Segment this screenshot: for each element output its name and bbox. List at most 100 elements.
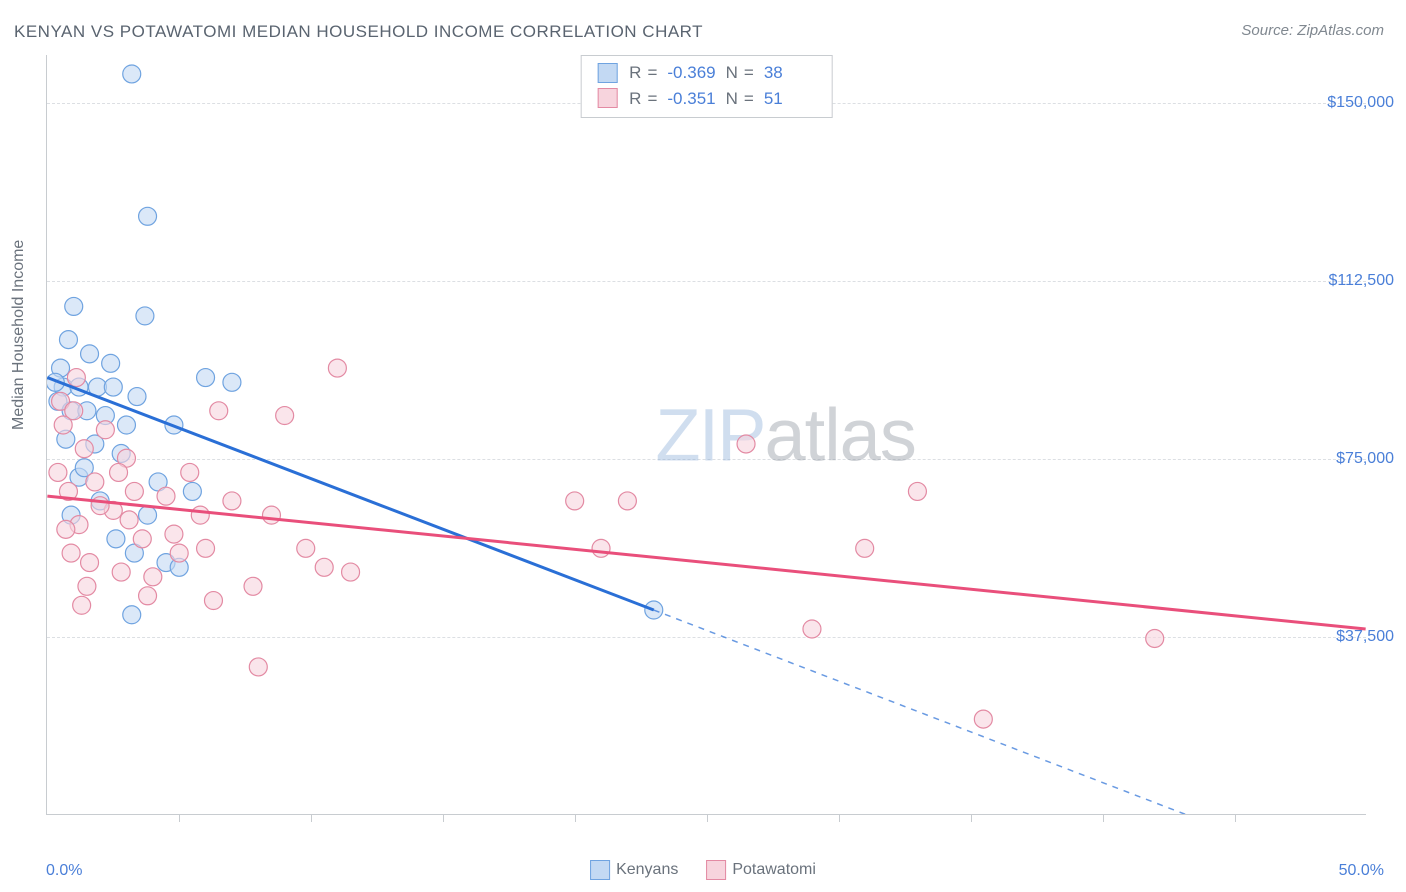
scatter-point-blue — [59, 331, 77, 349]
x-tick — [179, 814, 180, 822]
scatter-point-blue — [128, 388, 146, 406]
scatter-point-pink — [191, 506, 209, 524]
stat-eq: = — [744, 60, 754, 86]
legend-stats-row-potawatomi: R = -0.351 N = 51 — [597, 86, 816, 112]
legend-stats-box: R = -0.369 N = 38 R = -0.351 N = 51 — [580, 55, 833, 118]
scatter-point-pink — [737, 435, 755, 453]
scatter-point-pink — [297, 539, 315, 557]
stat-n-kenyans: 38 — [760, 60, 816, 86]
scatter-point-pink — [112, 563, 130, 581]
stat-label-r: R — [629, 86, 641, 112]
scatter-point-pink — [96, 421, 114, 439]
scatter-point-pink — [110, 463, 128, 481]
scatter-point-pink — [276, 407, 294, 425]
swatch-blue — [597, 63, 617, 83]
scatter-point-pink — [165, 525, 183, 543]
scatter-point-pink — [592, 539, 610, 557]
stat-eq: = — [647, 86, 657, 112]
scatter-point-pink — [54, 416, 72, 434]
scatter-point-blue — [65, 297, 83, 315]
scatter-point-pink — [157, 487, 175, 505]
swatch-blue — [590, 860, 610, 880]
scatter-point-pink — [803, 620, 821, 638]
scatter-point-blue — [117, 416, 135, 434]
scatter-point-pink — [78, 577, 96, 595]
stat-r-potawatomi: -0.351 — [663, 86, 719, 112]
scatter-point-pink — [57, 520, 75, 538]
stat-label-r: R — [629, 60, 641, 86]
x-tick — [971, 814, 972, 822]
legend-stats-row-kenyans: R = -0.369 N = 38 — [597, 60, 816, 86]
scatter-point-blue — [197, 369, 215, 387]
scatter-point-blue — [139, 506, 157, 524]
scatter-point-pink — [67, 369, 85, 387]
scatter-point-pink — [197, 539, 215, 557]
scatter-point-blue — [123, 606, 141, 624]
x-tick — [443, 814, 444, 822]
x-tick — [839, 814, 840, 822]
scatter-point-pink — [249, 658, 267, 676]
source-attribution: Source: ZipAtlas.com — [1241, 22, 1384, 39]
scatter-point-pink — [1146, 629, 1164, 647]
scatter-point-pink — [125, 482, 143, 500]
scatter-point-pink — [81, 554, 99, 572]
scatter-point-pink — [86, 473, 104, 491]
y-axis-label: Median Household Income — [10, 240, 28, 430]
scatter-point-pink — [73, 596, 91, 614]
legend-bottom: Kenyans Potawatomi — [590, 860, 816, 880]
scatter-point-pink — [181, 463, 199, 481]
x-tick — [575, 814, 576, 822]
chart-title: KENYAN VS POTAWATOMI MEDIAN HOUSEHOLD IN… — [14, 22, 703, 42]
stat-r-kenyans: -0.369 — [663, 60, 719, 86]
scatter-point-blue — [183, 482, 201, 500]
scatter-point-pink — [974, 710, 992, 728]
scatter-point-pink — [139, 587, 157, 605]
stat-label-n: N — [726, 60, 738, 86]
swatch-pink — [597, 88, 617, 108]
stat-eq: = — [647, 60, 657, 86]
chart-svg — [47, 55, 1366, 814]
scatter-point-pink — [204, 592, 222, 610]
scatter-point-pink — [908, 482, 926, 500]
scatter-point-pink — [133, 530, 151, 548]
scatter-point-pink — [342, 563, 360, 581]
scatter-point-pink — [144, 568, 162, 586]
scatter-point-pink — [62, 544, 80, 562]
x-tick — [707, 814, 708, 822]
scatter-point-pink — [75, 440, 93, 458]
scatter-point-pink — [210, 402, 228, 420]
scatter-point-blue — [223, 373, 241, 391]
scatter-point-pink — [120, 511, 138, 529]
swatch-pink — [706, 860, 726, 880]
scatter-point-blue — [102, 354, 120, 372]
trend-line-pink — [47, 496, 1365, 629]
scatter-point-pink — [856, 539, 874, 557]
scatter-point-pink — [315, 558, 333, 576]
scatter-point-blue — [104, 378, 122, 396]
scatter-point-pink — [618, 492, 636, 510]
legend-label-kenyans: Kenyans — [616, 861, 678, 878]
scatter-point-blue — [81, 345, 99, 363]
x-tick — [1235, 814, 1236, 822]
stat-label-n: N — [726, 86, 738, 112]
scatter-point-pink — [566, 492, 584, 510]
scatter-point-blue — [136, 307, 154, 325]
legend-item-potawatomi: Potawatomi — [706, 860, 816, 880]
scatter-point-pink — [223, 492, 241, 510]
scatter-point-blue — [107, 530, 125, 548]
source-name: ZipAtlas.com — [1297, 22, 1384, 39]
legend-label-potawatomi: Potawatomi — [732, 861, 816, 878]
x-tick — [311, 814, 312, 822]
scatter-point-pink — [244, 577, 262, 595]
scatter-point-pink — [262, 506, 280, 524]
scatter-point-blue — [139, 207, 157, 225]
x-tick — [1103, 814, 1104, 822]
plot-area: ZIPatlas R = -0.369 N = 38 R = -0.351 N … — [46, 55, 1366, 815]
stat-eq: = — [744, 86, 754, 112]
x-axis-max-label: 50.0% — [1339, 862, 1384, 880]
source-label: Source: — [1241, 22, 1297, 39]
scatter-point-pink — [170, 544, 188, 562]
legend-item-kenyans: Kenyans — [590, 860, 678, 880]
scatter-point-pink — [328, 359, 346, 377]
scatter-point-pink — [49, 463, 67, 481]
